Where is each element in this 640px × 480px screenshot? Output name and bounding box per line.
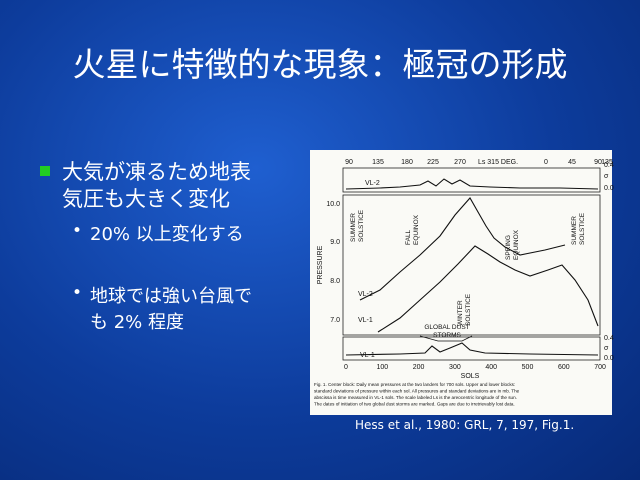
pressure-tick-label: 9.0 <box>330 239 340 246</box>
bullet-text: 気圧も大きく変化 <box>62 187 230 211</box>
bullet-marker <box>40 166 50 176</box>
sigma-label: 0.4 <box>604 162 614 169</box>
season-label: SOLSTICE <box>465 293 472 326</box>
figure-curves <box>345 178 599 356</box>
sub-bullet-text: 地球では強い台風で <box>90 286 252 307</box>
sigma-label: σ <box>604 173 609 180</box>
ls-tick-label: Ls 315 DEG. <box>478 159 518 166</box>
caption-line: abscissa is time measured in VL-1 sols. … <box>314 395 517 400</box>
storm-label: GLOBAL DUST <box>424 324 469 331</box>
caption-line: standard deviations of pressure within e… <box>314 389 520 394</box>
pressure-tick-label: 8.0 <box>330 278 340 285</box>
sol-axis-label: SOLS <box>461 373 480 380</box>
season-label: SUMMER <box>571 216 578 245</box>
season-label: SPRING <box>505 235 512 260</box>
sub-bullet-text: も 2% 程度 <box>90 312 184 333</box>
sol-tick-label: 500 <box>522 364 534 371</box>
sub-bullet-marker: • <box>72 221 83 241</box>
sol-tick-label: 600 <box>558 364 570 371</box>
slide-title: 火星に特徴的な現象：極冠の形成 <box>72 45 568 84</box>
caption-line: Fig. 1. Center block: Daily mean pressur… <box>314 382 515 387</box>
series-label: VL-2 <box>358 291 373 298</box>
season-label: FALL <box>405 229 412 245</box>
pressure-tick-label: 7.0 <box>330 317 340 324</box>
figure-background <box>310 150 612 415</box>
figure-frames <box>342 167 601 361</box>
sol-tick-label: 100 <box>376 364 388 371</box>
ls-tick-label: 180 <box>401 159 413 166</box>
series-label: VL-1 <box>358 317 373 324</box>
season-label: SUMMER <box>350 213 357 242</box>
credit: Hess et al., 1980: GRL, 7, 197, Fig.1. <box>355 418 575 432</box>
ls-tick-label: 0 <box>544 159 548 166</box>
ls-tick-label: 45 <box>568 159 576 166</box>
ls-tick-label: 90 <box>594 159 602 166</box>
ls-tick-label: 90 <box>345 159 353 166</box>
sol-tick-label: 700 <box>594 364 606 371</box>
season-label: WINTER <box>457 300 464 326</box>
bullet-text: 大気が凍るため地表 <box>62 160 251 184</box>
season-label: EQUINOX <box>513 229 520 260</box>
storm-label: STORMS <box>433 332 461 339</box>
pressure-tick-label: 10.0 <box>326 201 340 208</box>
ls-tick-label: 135 <box>372 159 384 166</box>
season-label: EQUINOX <box>413 214 420 245</box>
season-label: SOLSTICE <box>358 209 365 242</box>
sub-bullet-marker: • <box>72 283 83 303</box>
season-label: SOLSTICE <box>579 212 586 245</box>
sol-tick-label: 400 <box>485 364 497 371</box>
sol-tick-label: 200 <box>413 364 425 371</box>
sigma-label: 0.4 <box>604 335 614 342</box>
sol-tick-label: 300 <box>449 364 461 371</box>
sigma-label: σ <box>604 345 609 352</box>
ls-tick-label: 135 <box>601 159 613 166</box>
caption-line: The dates of initiation of two global du… <box>314 402 515 407</box>
ls-tick-label: 225 <box>427 159 439 166</box>
ls-tick-label: 270 <box>454 159 466 166</box>
series-label: VL-1 <box>360 352 375 359</box>
sigma-label: 0.0 <box>604 185 614 192</box>
series-label: VL-2 <box>365 180 380 187</box>
pressure-axis-label: PRESSURE <box>317 245 324 284</box>
sigma-label: 0.0 <box>604 355 614 362</box>
sub-bullet-text: 20% 以上変化する <box>90 224 244 245</box>
sol-tick-label: 0 <box>344 364 348 371</box>
